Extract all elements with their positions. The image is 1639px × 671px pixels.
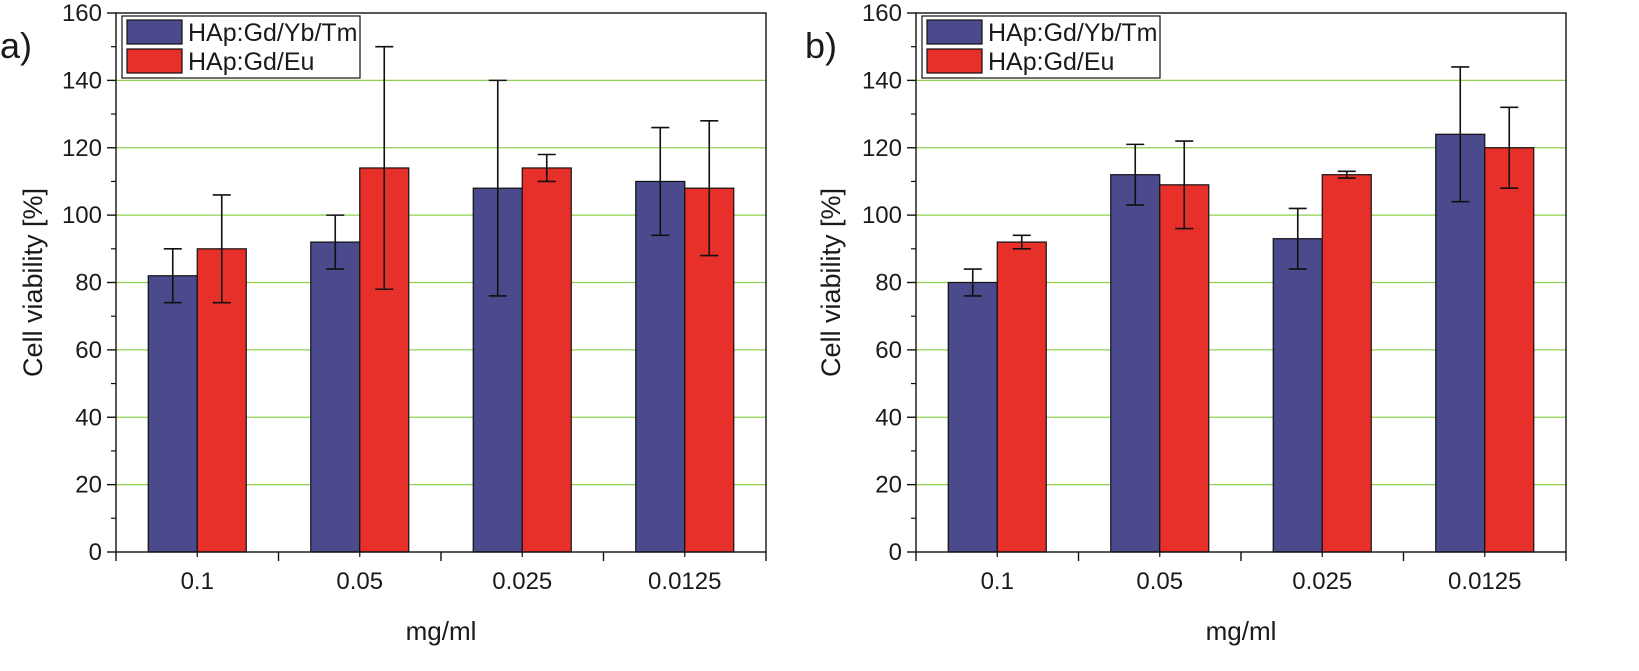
bar-hap-gd-eu-0.05	[1159, 184, 1210, 553]
y-tick-label: 40	[875, 404, 902, 431]
y-tick-label: 100	[862, 202, 902, 229]
y-axis-label: Cell viability [%]	[18, 188, 48, 377]
legend-label: HAp:Gd/Eu	[188, 48, 314, 76]
legend-label: HAp:Gd/Eu	[988, 48, 1114, 76]
y-tick-label: 20	[75, 472, 102, 499]
y-tick-label: 140	[62, 67, 102, 94]
y-tick-label: 40	[75, 404, 102, 431]
chart-panel-b: 0.1 0.05 0.025 0.0125 0 20 40 60 80 100 120 140 160 m…	[805, 0, 1567, 646]
y-tick-label: 0	[89, 539, 102, 566]
y-tick-label: 120	[862, 135, 902, 162]
bar-hap-gd-yb-tm-0.0125	[635, 180, 686, 553]
y-tick-label: 100	[62, 202, 102, 229]
x-tick-label: 0.05	[336, 568, 383, 595]
panel-label: b)	[805, 25, 837, 66]
legend-label: HAp:Gd/Yb/Tm	[988, 19, 1158, 47]
x-tick-label: 0.1	[981, 568, 1014, 595]
x-tick-label: 0.0125	[1448, 568, 1521, 595]
y-tick-label: 160	[62, 0, 102, 27]
y-tick-label: 80	[75, 270, 102, 297]
x-tick-label: 0.025	[492, 568, 552, 595]
y-tick-label: 120	[62, 135, 102, 162]
legend-label: HAp:Gd/Yb/Tm	[188, 19, 358, 47]
bar-hap-gd-yb-tm-0.1	[147, 275, 198, 553]
chart-panel-a: 0.1 0.05 0.025 0.0125 0 20 40 60 80 100 120 140 160 m…	[0, 0, 767, 646]
x-axis-label: mg/ml	[406, 616, 477, 646]
bar-hap-gd-yb-tm-0.1	[947, 281, 998, 553]
panel-label: a)	[0, 25, 32, 66]
y-axis-label: Cell viability [%]	[816, 188, 846, 377]
bar-hap-gd-eu-0.0125	[1484, 147, 1535, 553]
x-tick-label: 0.0125	[648, 568, 721, 595]
y-tick-label: 60	[875, 337, 902, 364]
legend-swatch	[926, 19, 983, 45]
legend-swatch	[926, 48, 983, 74]
x-tick-label: 0.025	[1292, 568, 1352, 595]
bar-hap-gd-yb-tm-0.05	[1110, 174, 1161, 553]
y-tick-label: 140	[862, 67, 902, 94]
x-tick-label: 0.1	[181, 568, 214, 595]
y-tick-label: 80	[875, 270, 902, 297]
x-axis-label: mg/ml	[1206, 616, 1277, 646]
y-tick-label: 0	[889, 539, 902, 566]
legend-swatch	[126, 48, 183, 74]
y-tick-label: 160	[862, 0, 902, 27]
bar-hap-gd-yb-tm-0.025	[1272, 238, 1323, 553]
y-tick-label: 60	[75, 337, 102, 364]
legend-swatch	[126, 19, 183, 45]
bar-hap-gd-eu-0.025	[1321, 174, 1372, 553]
bar-hap-gd-yb-tm-0.05	[310, 241, 361, 553]
bar-hap-gd-eu-0.025	[521, 167, 572, 553]
x-tick-label: 0.05	[1136, 568, 1183, 595]
y-tick-label: 20	[875, 472, 902, 499]
bar-hap-gd-eu-0.1	[996, 241, 1047, 553]
